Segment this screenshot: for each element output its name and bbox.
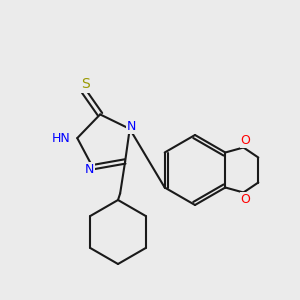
Text: HN: HN: [52, 132, 70, 145]
Text: N: N: [127, 120, 136, 134]
Text: S: S: [81, 77, 89, 92]
Text: O: O: [241, 193, 250, 206]
Text: O: O: [241, 134, 250, 147]
Text: N: N: [85, 163, 94, 176]
